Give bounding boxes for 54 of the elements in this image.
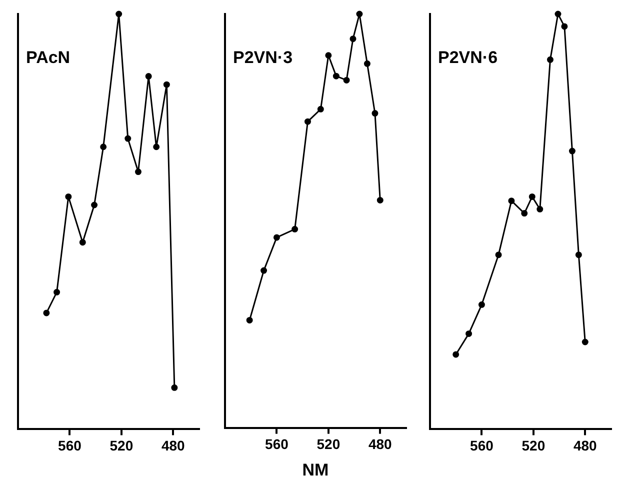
point [116,10,122,18]
x-tick-label: 480 [368,436,392,452]
x-axis-title: NM [302,460,329,480]
x-tick-label: 520 [110,437,134,454]
point [163,81,170,88]
x-tick-label: 480 [573,437,598,454]
point [273,234,280,241]
x-tick-label: 480 [161,437,186,454]
x-tick-label: 520 [522,437,546,454]
x-tick-label: 520 [316,436,340,452]
point [54,288,60,296]
point [171,384,178,391]
point [478,301,485,308]
point [356,10,363,18]
text: P2VN·3 [233,48,293,68]
point [153,144,160,150]
point [332,72,340,80]
point [134,168,142,176]
point [554,10,562,18]
x-tick-label: 560 [265,436,289,452]
point [325,52,332,59]
point [575,252,582,258]
point [528,193,536,200]
point [91,202,98,208]
point [343,76,350,84]
point [521,210,528,217]
point [100,144,107,150]
point [65,193,72,200]
point [568,148,576,154]
point [508,198,515,204]
text: PAcN [26,48,70,68]
point [246,316,253,324]
point [561,23,568,30]
point [546,56,554,63]
point [260,267,268,274]
point [372,110,378,117]
point [376,196,384,204]
point [364,60,370,67]
point [582,338,588,346]
point [317,106,324,112]
point [495,252,502,258]
point [350,36,356,42]
point [43,310,50,316]
point [304,118,311,125]
point [536,206,544,212]
point [124,135,132,142]
point [145,73,152,80]
text: P2VN·6 [438,48,498,68]
point [466,330,472,337]
point [452,351,460,358]
point [292,226,298,232]
x-tick-label: 560 [470,437,494,454]
point [79,239,86,246]
x-tick-label: 560 [58,437,82,454]
